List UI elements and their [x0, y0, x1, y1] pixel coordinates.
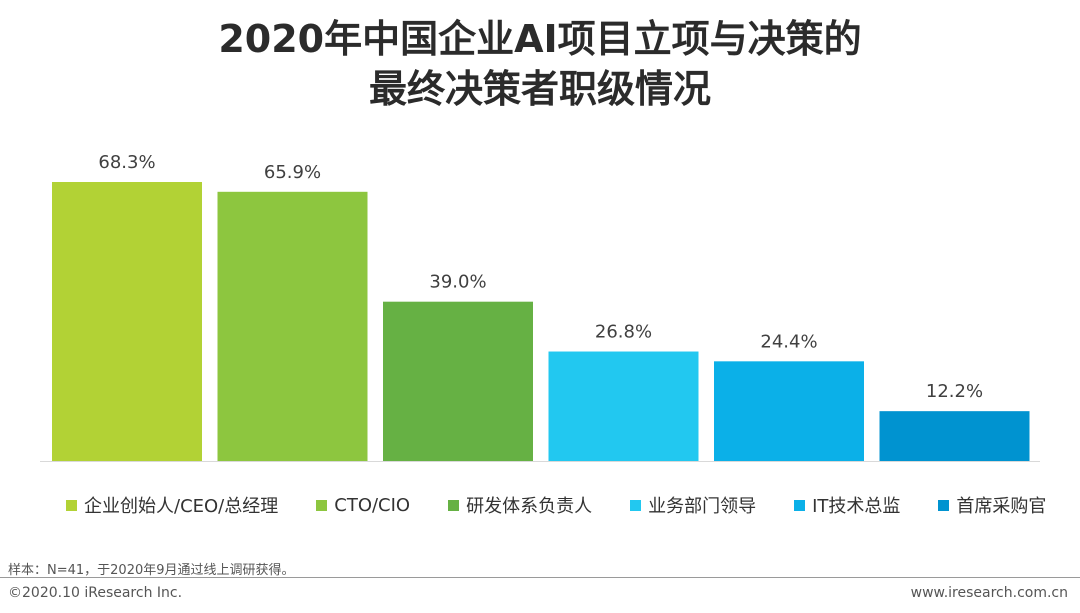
bar-value-label-5: 24.4% — [760, 331, 817, 352]
legend-item-5: IT技术总监 — [794, 492, 900, 518]
bar-1 — [52, 182, 202, 461]
legend-swatch — [316, 499, 328, 511]
legend-swatch — [630, 499, 642, 511]
footer-divider — [0, 577, 1080, 578]
legend-swatch — [448, 499, 460, 511]
bar-value-label-2: 65.9% — [264, 162, 321, 183]
chart-title-line2: 最终决策者职级情况 — [368, 67, 711, 111]
sample-note: 样本：N=41，于2020年9月通过线上调研获得。 — [8, 563, 295, 578]
bar-4 — [548, 351, 699, 461]
bar-value-label-3: 39.0% — [429, 272, 486, 293]
legend-label: 研发体系负责人 — [466, 496, 593, 517]
chart-title: 2020年中国企业AI项目立项与决策的 最终决策者职级情况 — [0, 14, 1080, 114]
legend-label: CTO/CIO — [334, 494, 411, 516]
legend-label: 首席采购官 — [956, 496, 1047, 517]
chart-legend: 企业创始人/CEO/总经理 CTO/CIO 研发体系负责人 业务部门领导 IT技术总监 首… — [66, 492, 1046, 518]
legend-label: 业务部门领导 — [648, 496, 757, 517]
legend-swatch — [938, 499, 950, 511]
copyright-text: ©2020.10 iResearch Inc. — [8, 585, 183, 601]
bar-5 — [714, 361, 864, 461]
legend-swatch — [794, 499, 806, 511]
website-link[interactable]: www.iresearch.com.cn — [910, 585, 1068, 601]
legend-item-4: 业务部门领导 — [630, 492, 756, 518]
legend-swatch — [66, 499, 77, 511]
legend-label: 企业创始人/CEO/总经理 — [84, 496, 279, 517]
legend-label: IT技术总监 — [812, 496, 901, 517]
legend-item-6: 首席采购官 — [938, 492, 1046, 518]
bar-value-label-1: 68.3% — [98, 152, 155, 173]
bar-2 — [217, 191, 368, 461]
legend-item-1: 企业创始人/CEO/总经理 — [66, 492, 278, 518]
legend-item-2: CTO/CIO — [316, 495, 410, 516]
legend-item-3: 研发体系负责人 — [448, 492, 592, 518]
bar-6 — [879, 411, 1030, 461]
bar-value-label-4: 26.8% — [595, 322, 652, 343]
bar-chart: 68.3% 65.9% 39.0% 26.8% 24.4% 12.2% — [40, 152, 1040, 462]
bar-value-label-6: 12.2% — [926, 381, 983, 402]
chart-title-line1: 2020年中国企业AI项目立项与决策的 — [218, 17, 862, 61]
bar-3 — [383, 301, 533, 461]
